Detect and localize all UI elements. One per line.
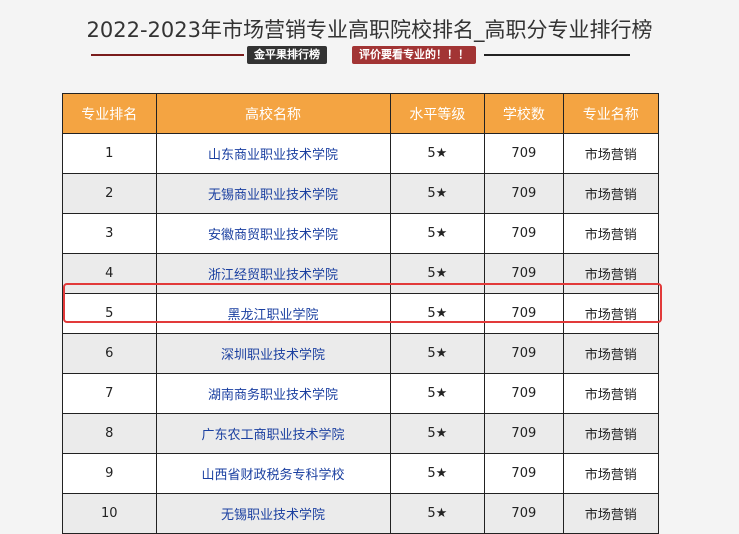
column-header: 学校数 <box>484 93 564 134</box>
table-cell: 市场营销 <box>562 373 660 414</box>
table-cell: 市场营销 <box>562 253 660 294</box>
table-cell: 709 <box>484 493 564 534</box>
school-link[interactable]: 黑龙江职业学院 <box>155 293 391 334</box>
school-link[interactable]: 湖南商务职业技术学院 <box>155 373 391 414</box>
table-cell: 市场营销 <box>562 453 660 494</box>
table-cell: 709 <box>484 213 564 254</box>
school-link[interactable]: 无锡商业职业技术学院 <box>155 173 391 214</box>
divider-left <box>91 54 244 56</box>
table-cell: 709 <box>484 253 564 294</box>
table-row: 10 无锡职业技术学院 5★ 709 市场营销 <box>62 493 660 534</box>
table-cell: 2 <box>62 173 157 214</box>
table-row: 5 黑龙江职业学院 5★ 709 市场营销 <box>62 293 660 334</box>
table-row: 6 深圳职业技术学院 5★ 709 市场营销 <box>62 333 660 374</box>
table-cell: 5★ <box>389 453 486 494</box>
table-cell: 市场营销 <box>562 133 660 174</box>
badge-note: 评价要看专业的！！！ <box>352 46 476 64</box>
column-header: 专业排名 <box>62 93 157 134</box>
table-cell: 5★ <box>389 493 486 534</box>
column-header: 专业名称 <box>562 93 660 134</box>
badge-ranking: 金平果排行榜 <box>247 46 327 64</box>
table-row: 9 山西省财政税务专科学校 5★ 709 市场营销 <box>62 453 660 494</box>
table-cell: 10 <box>62 493 157 534</box>
table-row: 3 安徽商贸职业技术学院 5★ 709 市场营销 <box>62 213 660 254</box>
table-cell: 709 <box>484 173 564 214</box>
school-link[interactable]: 深圳职业技术学院 <box>155 333 391 374</box>
table-cell: 5★ <box>389 293 486 334</box>
table-cell: 市场营销 <box>562 333 660 374</box>
table-row: 1 山东商业职业技术学院 5★ 709 市场营销 <box>62 133 660 174</box>
school-link[interactable]: 山东商业职业技术学院 <box>155 133 391 174</box>
table-cell: 5★ <box>389 373 486 414</box>
school-link[interactable]: 山西省财政税务专科学校 <box>155 453 391 494</box>
table-cell: 5★ <box>389 173 486 214</box>
table-cell: 1 <box>62 133 157 174</box>
table-cell: 8 <box>62 413 157 454</box>
table-cell: 709 <box>484 333 564 374</box>
ranking-table: 专业排名 高校名称 水平等级 学校数 专业名称 1 山东商业职业技术学院 5★ 709 市场营销… <box>62 93 660 534</box>
table-row: 8 广东农工商职业技术学院 5★ 709 市场营销 <box>62 413 660 454</box>
table-cell: 市场营销 <box>562 213 660 254</box>
table-cell: 5★ <box>389 413 486 454</box>
table-cell: 5★ <box>389 133 486 174</box>
column-header: 水平等级 <box>389 93 486 134</box>
table-cell: 709 <box>484 293 564 334</box>
table-row: 2 无锡商业职业技术学院 5★ 709 市场营销 <box>62 173 660 214</box>
table-cell: 709 <box>484 373 564 414</box>
table-cell: 709 <box>484 453 564 494</box>
divider-right <box>484 54 630 56</box>
table-cell: 5★ <box>389 213 486 254</box>
table-cell: 5★ <box>389 333 486 374</box>
table-cell: 5★ <box>389 253 486 294</box>
table-cell: 市场营销 <box>562 493 660 534</box>
column-header: 高校名称 <box>155 93 391 134</box>
table-cell: 5 <box>62 293 157 334</box>
table-row: 4 浙江经贸职业技术学院 5★ 709 市场营销 <box>62 253 660 294</box>
table-row: 7 湖南商务职业技术学院 5★ 709 市场营销 <box>62 373 660 414</box>
table-cell: 市场营销 <box>562 173 660 214</box>
table-cell: 709 <box>484 413 564 454</box>
school-link[interactable]: 安徽商贸职业技术学院 <box>155 213 391 254</box>
table-cell: 9 <box>62 453 157 494</box>
page-title: 2022-2023年市场营销专业高职院校排名_高职分专业排行榜 <box>86 18 653 42</box>
table-cell: 3 <box>62 213 157 254</box>
table-cell: 市场营销 <box>562 293 660 334</box>
table-cell: 4 <box>62 253 157 294</box>
school-link[interactable]: 浙江经贸职业技术学院 <box>155 253 391 294</box>
table-cell: 6 <box>62 333 157 374</box>
table-cell: 市场营销 <box>562 413 660 454</box>
table-cell: 7 <box>62 373 157 414</box>
table-cell: 709 <box>484 133 564 174</box>
school-link[interactable]: 广东农工商职业技术学院 <box>155 413 391 454</box>
school-link[interactable]: 无锡职业技术学院 <box>155 493 391 534</box>
